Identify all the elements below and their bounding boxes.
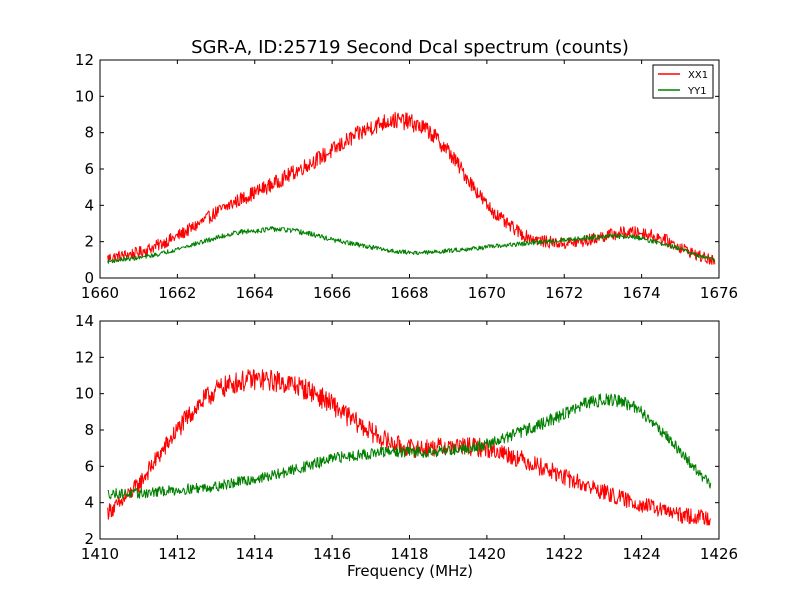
x-tick-label: 1410 bbox=[81, 545, 119, 563]
y-tick-label: 14 bbox=[75, 312, 94, 330]
legend-label-yy1: YY1 bbox=[687, 86, 707, 97]
y-tick-label: 0 bbox=[84, 269, 94, 287]
y-tick-label: 2 bbox=[84, 233, 94, 251]
chart-title: SGR-A, ID:25719 Second Dcal spectrum (co… bbox=[191, 37, 629, 58]
x-tick-label: 1418 bbox=[390, 545, 428, 563]
x-axis-label: Frequency (MHz) bbox=[347, 562, 473, 580]
y-tick-label: 4 bbox=[84, 196, 94, 214]
x-tick-label: 1666 bbox=[313, 284, 351, 302]
bottom-panel: 1410 1412 1414 1416 1418 1420 1422 1424 14262468… bbox=[75, 312, 738, 563]
legend: XX1 YY1 bbox=[652, 64, 714, 99]
x-tick-label: 1426 bbox=[700, 545, 738, 563]
top-panel: 1660 1662 1664 1666 1668 1670 1672 1674 1676 0 2 4 6… bbox=[75, 51, 738, 302]
y-tick-label: 2 bbox=[84, 530, 94, 548]
y-tick-label: 12 bbox=[75, 348, 94, 366]
x-tick-label: 1420 bbox=[468, 545, 506, 563]
y-tick-label: 4 bbox=[84, 494, 94, 512]
legend-box bbox=[652, 64, 714, 99]
series-line-yy1 bbox=[107, 226, 716, 264]
x-tick-label: 1424 bbox=[623, 545, 661, 563]
x-tick-label: 1416 bbox=[313, 545, 351, 563]
x-tick-label: 1674 bbox=[623, 284, 661, 302]
x-tick-label: 1412 bbox=[158, 545, 196, 563]
y-tick-label: 12 bbox=[75, 51, 94, 69]
series-line-xx1 bbox=[107, 111, 716, 265]
y-tick-label: 8 bbox=[84, 124, 94, 142]
x-tick-label: 1662 bbox=[158, 284, 196, 302]
x-tick-label: 1672 bbox=[545, 284, 583, 302]
x-tick-label: 1670 bbox=[468, 284, 506, 302]
x-tick-label: 1664 bbox=[236, 284, 274, 302]
y-tick-label: 8 bbox=[84, 421, 94, 439]
x-tick-label: 1660 bbox=[81, 284, 119, 302]
y-tick-label: 6 bbox=[84, 457, 94, 475]
y-tick-label: 6 bbox=[84, 160, 94, 178]
x-tick-label: 1676 bbox=[700, 284, 738, 302]
legend-label-xx1: XX1 bbox=[688, 70, 708, 81]
y-tick-label: 10 bbox=[75, 385, 94, 403]
x-tick-label: 1414 bbox=[236, 545, 274, 563]
series-line-yy1 bbox=[107, 393, 712, 500]
y-tick-label: 10 bbox=[75, 87, 94, 105]
x-tick-label: 1668 bbox=[390, 284, 428, 302]
series-line-xx1 bbox=[107, 369, 712, 526]
x-tick-label: 1422 bbox=[545, 545, 583, 563]
